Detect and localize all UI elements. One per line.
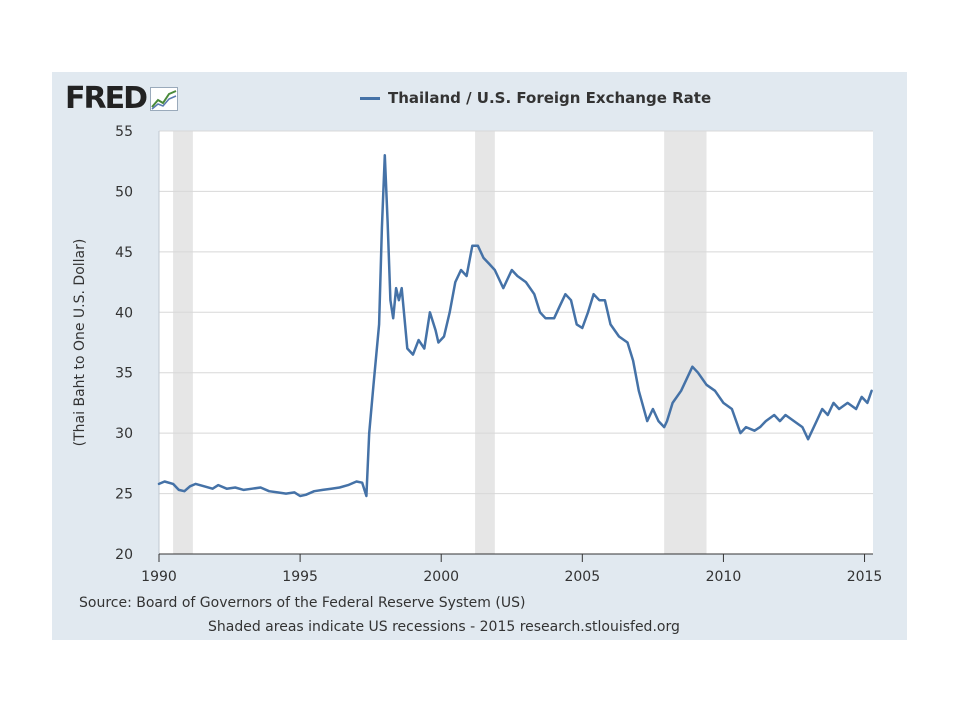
chart-legend: Thailand / U.S. Foreign Exchange Rate [360,86,711,110]
y-tick-label-55: 55 [115,124,133,140]
y-tick-label-20: 20 [115,547,133,563]
recession-bands [173,131,707,554]
source-text: Source: Board of Governors of the Federa… [79,595,526,611]
x-tick-label-2005: 2005 [564,569,600,585]
y-tick-label-25: 25 [115,487,133,503]
y-axis-title: (Thai Baht to One U.S. Dollar) [72,239,88,447]
x-tick-label-2000: 2000 [423,569,459,585]
x-tick-label-2015: 2015 [847,569,883,585]
x-tick-label-2010: 2010 [706,569,742,585]
recession-band-1 [475,131,495,554]
y-tick-label-45: 45 [115,245,133,261]
line-chart-icon [150,87,178,111]
y-tick-label-50: 50 [115,184,133,200]
fred-wordmark: FRED [65,81,148,116]
legend-swatch [360,96,380,100]
y-tick-label-40: 40 [115,305,133,321]
x-tick-label-1990: 1990 [141,569,177,585]
y-tick-label-30: 30 [115,426,133,442]
y-tick-label-35: 35 [115,366,133,382]
recession-note-text: Shaded areas indicate US recessions - 20… [208,619,680,635]
legend-label: Thailand / U.S. Foreign Exchange Rate [388,89,712,107]
recession-band-2 [664,131,707,554]
fred-logo[interactable]: FRED [65,84,178,114]
series-line-0 [157,153,873,498]
x-tick-label-1995: 1995 [282,569,318,585]
series-layer [157,153,873,498]
recession-band-0 [173,131,193,554]
plot-area [159,131,873,554]
gridlines [159,130,873,495]
